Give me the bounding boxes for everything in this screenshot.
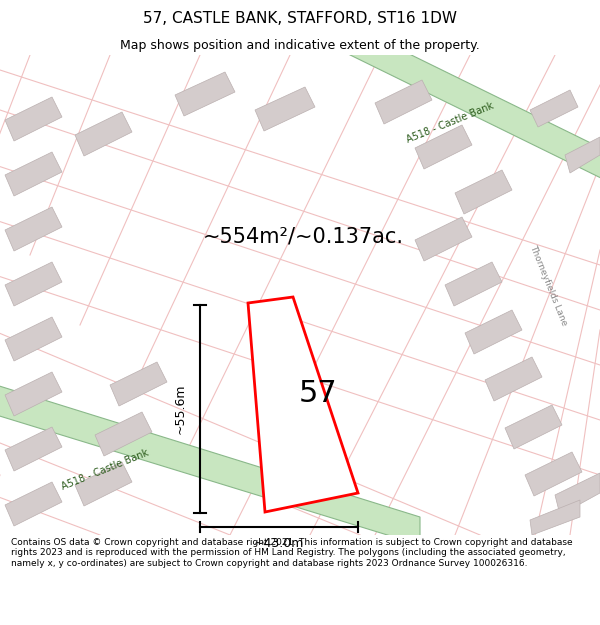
Text: A518 - Castle Bank: A518 - Castle Bank bbox=[60, 448, 150, 492]
Polygon shape bbox=[530, 90, 578, 127]
Polygon shape bbox=[5, 427, 62, 471]
Polygon shape bbox=[5, 97, 62, 141]
Polygon shape bbox=[110, 362, 167, 406]
Polygon shape bbox=[5, 482, 62, 526]
Polygon shape bbox=[485, 357, 542, 401]
Text: ~55.6m: ~55.6m bbox=[173, 384, 187, 434]
Polygon shape bbox=[95, 412, 152, 456]
Text: Contains OS data © Crown copyright and database right 2021. This information is : Contains OS data © Crown copyright and d… bbox=[11, 538, 572, 568]
Polygon shape bbox=[255, 87, 315, 131]
Polygon shape bbox=[455, 170, 512, 214]
Polygon shape bbox=[5, 372, 62, 416]
Polygon shape bbox=[75, 462, 132, 506]
Text: ~554m²/~0.137ac.: ~554m²/~0.137ac. bbox=[203, 227, 404, 247]
Polygon shape bbox=[465, 310, 522, 354]
Polygon shape bbox=[340, 20, 600, 180]
Text: A518 - Castle Bank: A518 - Castle Bank bbox=[405, 101, 495, 145]
Text: 57: 57 bbox=[299, 379, 337, 408]
Polygon shape bbox=[5, 152, 62, 196]
Polygon shape bbox=[565, 137, 600, 173]
Text: Map shows position and indicative extent of the property.: Map shows position and indicative extent… bbox=[120, 39, 480, 51]
Polygon shape bbox=[248, 297, 358, 512]
Polygon shape bbox=[555, 473, 600, 515]
Polygon shape bbox=[75, 112, 132, 156]
Polygon shape bbox=[5, 317, 62, 361]
Polygon shape bbox=[375, 80, 432, 124]
Polygon shape bbox=[0, 380, 420, 545]
Polygon shape bbox=[5, 262, 62, 306]
Text: 57, CASTLE BANK, STAFFORD, ST16 1DW: 57, CASTLE BANK, STAFFORD, ST16 1DW bbox=[143, 11, 457, 26]
Polygon shape bbox=[505, 405, 562, 449]
Polygon shape bbox=[445, 262, 502, 306]
Polygon shape bbox=[175, 72, 235, 116]
Polygon shape bbox=[415, 125, 472, 169]
Polygon shape bbox=[525, 452, 582, 496]
Text: ~43.0m: ~43.0m bbox=[254, 537, 304, 550]
Polygon shape bbox=[415, 217, 472, 261]
Polygon shape bbox=[530, 500, 580, 535]
Text: Thorneyfields Lane: Thorneyfields Lane bbox=[527, 243, 568, 327]
Polygon shape bbox=[5, 207, 62, 251]
